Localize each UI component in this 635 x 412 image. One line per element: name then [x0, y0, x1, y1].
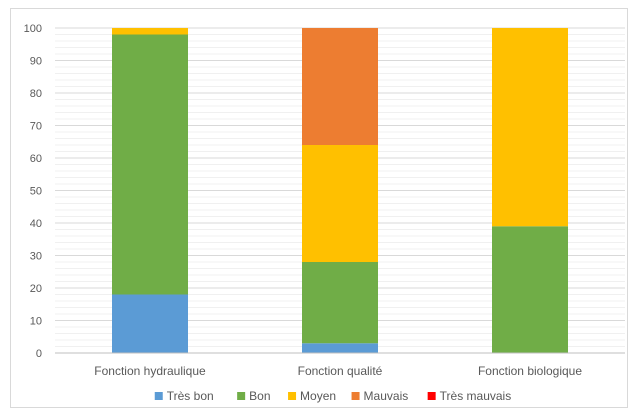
legend-swatch	[351, 392, 360, 400]
y-tick-label: 80	[30, 88, 42, 100]
legend-label: Bon	[249, 389, 270, 403]
y-axis: 0 10 20 30 40 50 60 70 80 90 100	[24, 23, 42, 360]
y-tick-label: 0	[36, 348, 42, 360]
bar-segment-moyen	[492, 28, 568, 227]
bar-segment-moyen	[302, 145, 378, 262]
bar-segment-très-bon	[302, 343, 378, 353]
legend-label: Très mauvais	[440, 389, 512, 403]
bar-segment-moyen	[112, 28, 188, 35]
legend-label: Très bon	[167, 389, 214, 403]
y-tick-label: 10	[30, 316, 42, 328]
bar-segment-bon	[112, 34, 188, 295]
x-category-label: Fonction biologique	[478, 364, 582, 378]
y-tick-label: 40	[30, 218, 42, 230]
bar-segment-bon	[492, 226, 568, 353]
legend-swatch	[288, 392, 297, 400]
bar-segment-mauvais	[302, 28, 378, 145]
legend-swatch	[427, 392, 436, 400]
bars	[112, 28, 568, 353]
y-tick-label: 20	[30, 283, 42, 295]
legend-swatch	[154, 392, 163, 400]
y-tick-label: 90	[30, 56, 42, 68]
y-tick-label: 100	[24, 23, 42, 35]
x-axis: Fonction hydraulique Fonction qualité Fonc…	[55, 352, 625, 378]
y-tick-label: 70	[30, 121, 42, 133]
bar-segment-très-bon	[112, 294, 188, 353]
x-category-label: Fonction qualité	[298, 364, 383, 378]
legend-label: Mauvais	[364, 389, 409, 403]
legend: Très bon Bon Moyen Mauvais Très mauvais	[154, 389, 512, 403]
y-tick-label: 50	[30, 186, 42, 198]
y-tick-label: 60	[30, 153, 42, 165]
legend-swatch	[237, 392, 246, 400]
legend-label: Moyen	[300, 389, 336, 403]
x-category-label: Fonction hydraulique	[94, 364, 206, 378]
bar-segment-bon	[302, 262, 378, 344]
y-tick-label: 30	[30, 251, 42, 263]
